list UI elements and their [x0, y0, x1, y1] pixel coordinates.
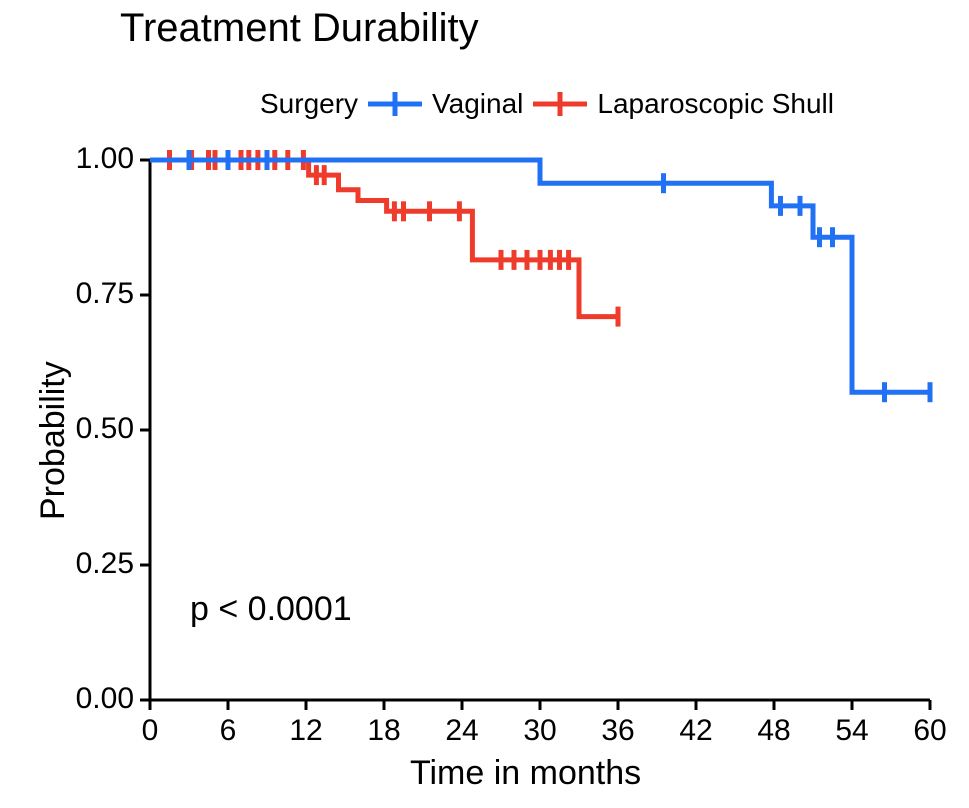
p-value-annotation: p < 0.0001 — [190, 590, 352, 629]
x-tick-label: 60 — [900, 714, 960, 748]
x-tick-label: 24 — [432, 714, 492, 748]
x-tick-label: 12 — [276, 714, 336, 748]
x-tick-label: 48 — [744, 714, 804, 748]
x-tick-label: 0 — [120, 714, 180, 748]
x-tick-label: 18 — [354, 714, 414, 748]
x-tick-label: 6 — [198, 714, 258, 748]
y-tick-label: 0.50 — [76, 412, 134, 446]
y-tick-label: 1.00 — [76, 142, 134, 176]
y-tick-label: 0.25 — [76, 547, 134, 581]
y-axis-label: Probability — [34, 361, 73, 520]
x-tick-label: 54 — [822, 714, 882, 748]
x-tick-label: 36 — [588, 714, 648, 748]
x-axis-label: Time in months — [410, 754, 641, 793]
km-chart: Treatment Durability Surgery VaginalLapa… — [0, 0, 969, 808]
plot-area — [0, 0, 969, 808]
y-tick-label: 0.00 — [76, 682, 134, 716]
x-tick-label: 42 — [666, 714, 726, 748]
y-tick-label: 0.75 — [76, 277, 134, 311]
x-tick-label: 30 — [510, 714, 570, 748]
